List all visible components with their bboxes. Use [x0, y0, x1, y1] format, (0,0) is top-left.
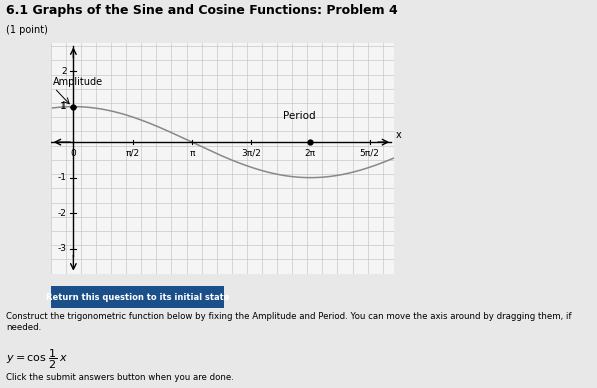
Text: 3π/2: 3π/2 — [241, 149, 261, 158]
Text: Click the submit answers button when you are done.: Click the submit answers button when you… — [6, 373, 234, 382]
Text: -3: -3 — [57, 244, 67, 253]
Text: -1: -1 — [57, 173, 67, 182]
Text: Period: Period — [283, 111, 315, 121]
Text: x: x — [396, 130, 402, 140]
Text: Return this question to its initial state: Return this question to its initial stat… — [45, 293, 229, 302]
Text: 2: 2 — [61, 67, 67, 76]
Text: Construct the trigonometric function below by fixing the Amplitude and Period. Y: Construct the trigonometric function bel… — [6, 312, 571, 332]
Text: -2: -2 — [58, 209, 67, 218]
Text: $y = \cos\,\dfrac{1}{2}\,x$: $y = \cos\,\dfrac{1}{2}\,x$ — [6, 347, 68, 371]
Text: 2π: 2π — [305, 149, 316, 158]
Text: 1: 1 — [61, 102, 67, 111]
Text: 6.1 Graphs of the Sine and Cosine Functions: Problem 4: 6.1 Graphs of the Sine and Cosine Functi… — [6, 4, 398, 17]
Text: 0: 0 — [70, 149, 76, 158]
Text: π/2: π/2 — [125, 149, 140, 158]
Text: π: π — [189, 149, 195, 158]
Text: 1: 1 — [60, 102, 66, 111]
Text: 5π/2: 5π/2 — [360, 149, 380, 158]
Text: (1 point): (1 point) — [6, 25, 48, 35]
Text: Amplitude: Amplitude — [53, 77, 103, 87]
